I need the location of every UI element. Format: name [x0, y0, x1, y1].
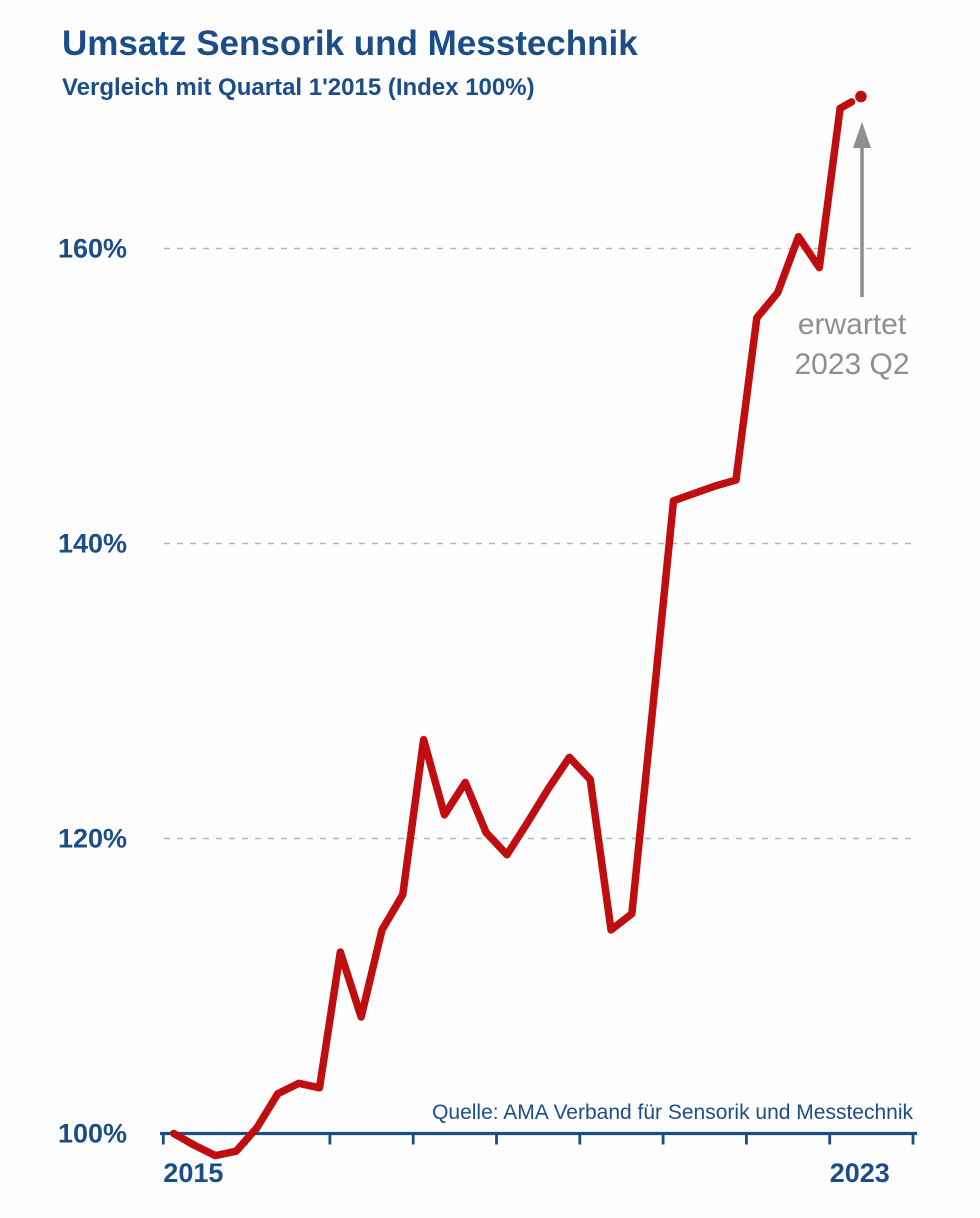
expected-annotation-line2: 2023 Q2	[794, 348, 910, 381]
expected-connector-segment	[836, 98, 856, 113]
expected-annotation: erwartet 2023 Q2	[789, 305, 915, 385]
y-axis-label: 120%	[58, 824, 127, 854]
revenue-index-line	[169, 104, 844, 1160]
y-axis-label: 160%	[58, 234, 127, 264]
expected-value-dot	[855, 90, 867, 103]
chart-subtitle: Vergleich mit Quartal 1'2015 (Index 100%…	[62, 74, 535, 101]
y-axis-label: 140%	[58, 529, 127, 559]
up-arrow-head-icon	[853, 122, 871, 148]
x-axis-label: 2023	[830, 1158, 890, 1188]
chart-title: Umsatz Sensorik und Messtechnik	[62, 24, 638, 63]
expected-annotation-line1: erwartet	[797, 308, 907, 341]
x-axis-label: 2015	[163, 1158, 223, 1188]
source-note: Quelle: AMA Verband für Sensorik und Mes…	[432, 1101, 913, 1124]
y-axis-label: 100%	[58, 1119, 127, 1149]
